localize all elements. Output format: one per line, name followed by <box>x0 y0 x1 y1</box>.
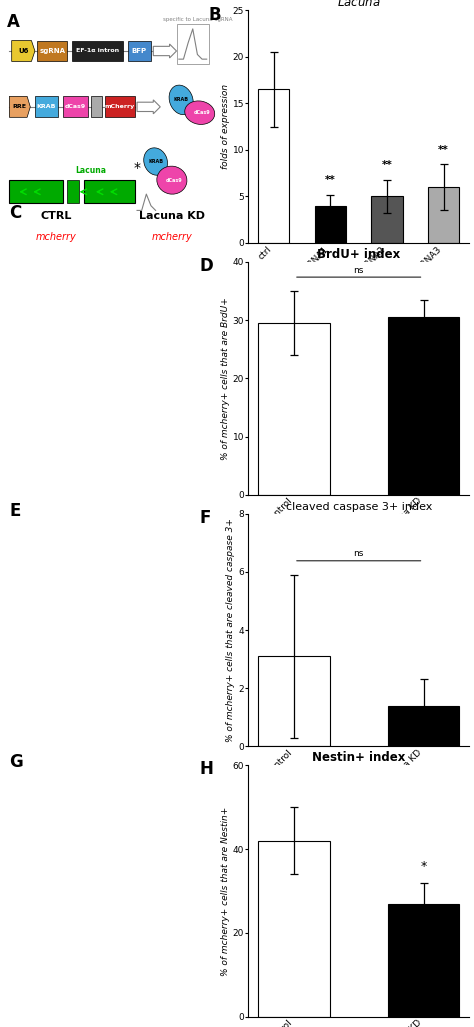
Text: **: ** <box>438 145 449 154</box>
Text: sgRNA: sgRNA <box>39 48 65 54</box>
Bar <box>315 205 346 243</box>
Ellipse shape <box>169 85 193 115</box>
Title: BrdU+ index: BrdU+ index <box>317 248 401 261</box>
Text: specific to Lacuna sgRNA: specific to Lacuna sgRNA <box>163 16 232 22</box>
Bar <box>9 180 63 203</box>
Bar <box>72 40 123 62</box>
Text: D: D <box>200 258 213 275</box>
Polygon shape <box>9 97 30 117</box>
Text: dCas9: dCas9 <box>65 105 86 109</box>
Text: dCas9: dCas9 <box>166 178 182 183</box>
Text: KRAB: KRAB <box>148 159 163 164</box>
Text: dCas9: dCas9 <box>194 110 210 115</box>
Text: U6: U6 <box>18 48 28 54</box>
Text: EF-1α intron: EF-1α intron <box>76 48 119 53</box>
Title: cleaved caspase 3+ index: cleaved caspase 3+ index <box>285 501 432 511</box>
Text: Lacuna: Lacuna <box>75 166 106 176</box>
Text: B: B <box>209 5 221 24</box>
Title: Nestin+ index: Nestin+ index <box>312 751 405 764</box>
Text: **: ** <box>382 160 392 170</box>
Text: mCherry: mCherry <box>104 105 135 109</box>
Bar <box>388 706 459 747</box>
Bar <box>105 97 135 117</box>
Text: A: A <box>7 12 20 31</box>
Text: BFP: BFP <box>132 48 147 54</box>
Bar <box>372 196 402 243</box>
Bar <box>428 187 459 243</box>
Bar <box>258 324 329 495</box>
Y-axis label: folds of expression: folds of expression <box>221 84 230 169</box>
Bar <box>258 841 329 1017</box>
Text: H: H <box>200 760 213 778</box>
FancyArrow shape <box>137 100 160 114</box>
Bar <box>84 180 135 203</box>
Y-axis label: % of mcherry+ cells that are BrdU+: % of mcherry+ cells that are BrdU+ <box>221 297 230 460</box>
Bar <box>388 317 459 495</box>
Text: CTRL: CTRL <box>40 211 72 221</box>
FancyArrow shape <box>153 44 176 58</box>
Y-axis label: % of mcherry+ cells that are cleaved caspase 3+: % of mcherry+ cells that are cleaved cas… <box>227 518 236 741</box>
Title: RNA levels
$\it{Lacuna}$: RNA levels $\it{Lacuna}$ <box>323 0 394 9</box>
Polygon shape <box>12 40 35 62</box>
Bar <box>37 40 67 62</box>
Text: *: * <box>420 860 427 873</box>
Bar <box>67 180 79 203</box>
Text: ns: ns <box>354 549 364 559</box>
Bar <box>258 656 329 747</box>
Text: F: F <box>200 509 211 527</box>
Text: mcherry: mcherry <box>36 232 76 241</box>
Text: **: ** <box>325 176 336 185</box>
Y-axis label: % of mcherry+ cells that are Nestin+: % of mcherry+ cells that are Nestin+ <box>221 806 230 976</box>
Bar <box>91 97 102 117</box>
Text: RRE: RRE <box>13 105 27 109</box>
Bar <box>258 89 289 243</box>
Bar <box>35 97 58 117</box>
Text: Lacuna KD: Lacuna KD <box>139 211 205 221</box>
Text: *: * <box>134 161 141 176</box>
Text: KRAB: KRAB <box>37 105 56 109</box>
Bar <box>63 97 88 117</box>
Ellipse shape <box>185 101 215 124</box>
Ellipse shape <box>144 148 167 176</box>
Bar <box>388 904 459 1017</box>
Text: KRAB: KRAB <box>173 98 189 103</box>
Text: E: E <box>9 502 21 520</box>
Text: ns: ns <box>354 266 364 275</box>
Text: mcherry: mcherry <box>152 232 192 241</box>
Text: C: C <box>9 203 22 222</box>
Bar <box>176 25 209 64</box>
Text: G: G <box>9 753 23 771</box>
Bar <box>128 40 151 62</box>
Ellipse shape <box>157 166 187 194</box>
